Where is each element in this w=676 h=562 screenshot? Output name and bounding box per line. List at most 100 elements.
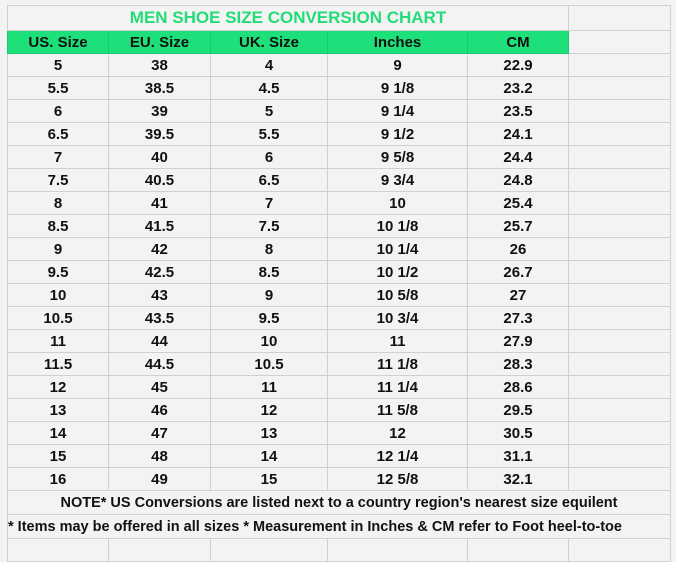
empty-cell[interactable] bbox=[108, 538, 211, 562]
cell-eu[interactable]: 39 bbox=[108, 99, 211, 123]
cell-us[interactable]: 6.5 bbox=[7, 122, 109, 146]
empty-cell[interactable] bbox=[568, 191, 671, 215]
cell-eu[interactable]: 45 bbox=[108, 375, 211, 399]
cell-inches[interactable]: 11 1/4 bbox=[327, 375, 468, 399]
cell-us[interactable]: 14 bbox=[7, 421, 109, 445]
cell-uk[interactable]: 10 bbox=[210, 329, 328, 353]
cell-cm[interactable]: 25.7 bbox=[467, 214, 569, 238]
empty-cell[interactable] bbox=[568, 283, 671, 307]
cell-eu[interactable]: 42.5 bbox=[108, 260, 211, 284]
header-uk[interactable]: UK. Size bbox=[210, 30, 328, 54]
empty-cell[interactable] bbox=[568, 467, 671, 491]
cell-inches[interactable]: 9 3/4 bbox=[327, 168, 468, 192]
cell-cm[interactable]: 26 bbox=[467, 237, 569, 261]
cell-cm[interactable]: 22.9 bbox=[467, 53, 569, 77]
cell-cm[interactable]: 25.4 bbox=[467, 191, 569, 215]
cell-us[interactable]: 16 bbox=[7, 467, 109, 491]
cell-cm[interactable]: 32.1 bbox=[467, 467, 569, 491]
empty-cell[interactable] bbox=[7, 538, 109, 562]
cell-us[interactable]: 5 bbox=[7, 53, 109, 77]
cell-inches[interactable]: 9 1/8 bbox=[327, 76, 468, 100]
cell-us[interactable]: 10 bbox=[7, 283, 109, 307]
cell-uk[interactable]: 10.5 bbox=[210, 352, 328, 376]
cell-uk[interactable]: 4.5 bbox=[210, 76, 328, 100]
cell-cm[interactable]: 24.4 bbox=[467, 145, 569, 169]
cell-eu[interactable]: 47 bbox=[108, 421, 211, 445]
empty-cell[interactable] bbox=[467, 538, 569, 562]
cell-uk[interactable]: 5.5 bbox=[210, 122, 328, 146]
cell-inches[interactable]: 10 1/4 bbox=[327, 237, 468, 261]
empty-cell[interactable] bbox=[568, 237, 671, 261]
cell-cm[interactable]: 29.5 bbox=[467, 398, 569, 422]
cell-uk[interactable]: 7 bbox=[210, 191, 328, 215]
cell-cm[interactable]: 27.9 bbox=[467, 329, 569, 353]
cell-uk[interactable]: 7.5 bbox=[210, 214, 328, 238]
cell-cm[interactable]: 24.8 bbox=[467, 168, 569, 192]
cell-inches[interactable]: 9 bbox=[327, 53, 468, 77]
cell-eu[interactable]: 39.5 bbox=[108, 122, 211, 146]
empty-cell[interactable] bbox=[568, 53, 671, 77]
empty-cell[interactable] bbox=[568, 444, 671, 468]
cell-us[interactable]: 6 bbox=[7, 99, 109, 123]
cell-cm[interactable]: 23.2 bbox=[467, 76, 569, 100]
empty-cell[interactable] bbox=[568, 375, 671, 399]
cell-uk[interactable]: 8.5 bbox=[210, 260, 328, 284]
cell-us[interactable]: 11.5 bbox=[7, 352, 109, 376]
empty-cell[interactable] bbox=[568, 329, 671, 353]
cell-us[interactable]: 13 bbox=[7, 398, 109, 422]
cell-uk[interactable]: 9 bbox=[210, 283, 328, 307]
cell-us[interactable]: 15 bbox=[7, 444, 109, 468]
cell-inches[interactable]: 11 1/8 bbox=[327, 352, 468, 376]
cell-uk[interactable]: 6 bbox=[210, 145, 328, 169]
cell-inches[interactable]: 10 bbox=[327, 191, 468, 215]
cell-uk[interactable]: 9.5 bbox=[210, 306, 328, 330]
cell-cm[interactable]: 27 bbox=[467, 283, 569, 307]
empty-cell[interactable] bbox=[568, 76, 671, 100]
cell-eu[interactable]: 40 bbox=[108, 145, 211, 169]
cell-uk[interactable]: 4 bbox=[210, 53, 328, 77]
cell-cm[interactable]: 24.1 bbox=[467, 122, 569, 146]
empty-cell[interactable] bbox=[327, 538, 468, 562]
cell-inches[interactable]: 12 bbox=[327, 421, 468, 445]
cell-eu[interactable]: 38 bbox=[108, 53, 211, 77]
cell-eu[interactable]: 42 bbox=[108, 237, 211, 261]
cell-eu[interactable]: 44 bbox=[108, 329, 211, 353]
cell-us[interactable]: 7.5 bbox=[7, 168, 109, 192]
cell-inches[interactable]: 10 5/8 bbox=[327, 283, 468, 307]
cell-inches[interactable]: 10 3/4 bbox=[327, 306, 468, 330]
empty-cell[interactable] bbox=[568, 5, 671, 31]
cell-eu[interactable]: 48 bbox=[108, 444, 211, 468]
cell-inches[interactable]: 12 5/8 bbox=[327, 467, 468, 491]
cell-eu[interactable]: 44.5 bbox=[108, 352, 211, 376]
empty-cell[interactable] bbox=[568, 352, 671, 376]
header-us[interactable]: US. Size bbox=[7, 30, 109, 54]
cell-inches[interactable]: 9 1/4 bbox=[327, 99, 468, 123]
empty-cell[interactable] bbox=[210, 538, 328, 562]
cell-uk[interactable]: 5 bbox=[210, 99, 328, 123]
cell-inches[interactable]: 10 1/8 bbox=[327, 214, 468, 238]
cell-eu[interactable]: 43.5 bbox=[108, 306, 211, 330]
cell-eu[interactable]: 41.5 bbox=[108, 214, 211, 238]
empty-cell[interactable] bbox=[568, 421, 671, 445]
empty-cell[interactable] bbox=[568, 145, 671, 169]
cell-uk[interactable]: 15 bbox=[210, 467, 328, 491]
empty-cell[interactable] bbox=[568, 99, 671, 123]
cell-us[interactable]: 5.5 bbox=[7, 76, 109, 100]
cell-us[interactable]: 9 bbox=[7, 237, 109, 261]
cell-us[interactable]: 12 bbox=[7, 375, 109, 399]
cell-eu[interactable]: 49 bbox=[108, 467, 211, 491]
cell-cm[interactable]: 23.5 bbox=[467, 99, 569, 123]
empty-cell[interactable] bbox=[568, 260, 671, 284]
empty-cell[interactable] bbox=[568, 306, 671, 330]
cell-cm[interactable]: 27.3 bbox=[467, 306, 569, 330]
cell-cm[interactable]: 30.5 bbox=[467, 421, 569, 445]
cell-inches[interactable]: 12 1/4 bbox=[327, 444, 468, 468]
empty-cell[interactable] bbox=[568, 30, 671, 54]
cell-eu[interactable]: 43 bbox=[108, 283, 211, 307]
cell-eu[interactable]: 40.5 bbox=[108, 168, 211, 192]
cell-uk[interactable]: 12 bbox=[210, 398, 328, 422]
cell-us[interactable]: 8 bbox=[7, 191, 109, 215]
cell-uk[interactable]: 6.5 bbox=[210, 168, 328, 192]
empty-cell[interactable] bbox=[568, 538, 671, 562]
cell-uk[interactable]: 13 bbox=[210, 421, 328, 445]
